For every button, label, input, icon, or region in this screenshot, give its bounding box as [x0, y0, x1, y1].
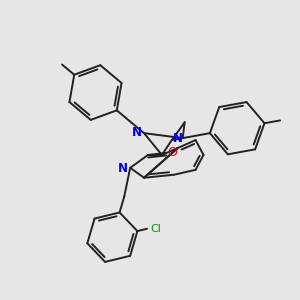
Text: N: N — [118, 162, 128, 175]
Text: O: O — [167, 146, 177, 160]
Text: N: N — [173, 132, 183, 145]
Text: Cl: Cl — [151, 224, 161, 234]
Text: N: N — [132, 126, 142, 139]
